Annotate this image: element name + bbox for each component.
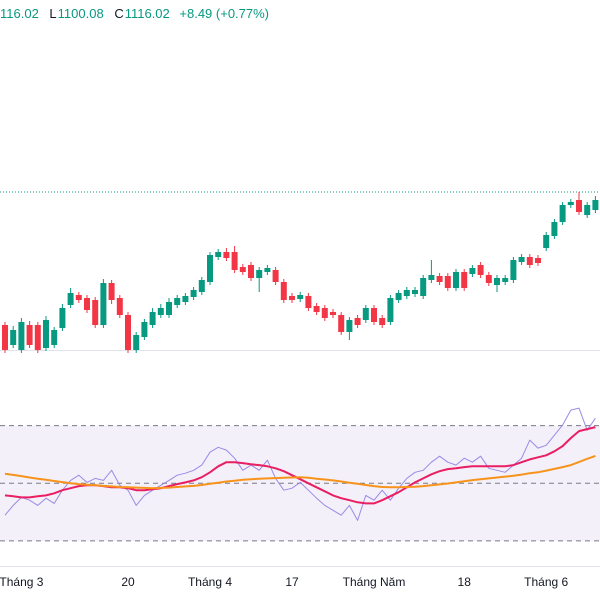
candle-body xyxy=(2,325,8,350)
candle-body xyxy=(174,298,181,305)
candle-body xyxy=(116,298,123,315)
candle-body xyxy=(248,265,254,278)
candle-body xyxy=(403,290,410,296)
candle-body xyxy=(67,293,74,305)
candle-body xyxy=(371,308,377,322)
candle-body xyxy=(264,268,271,272)
candle-body xyxy=(362,308,369,320)
x-tick-label: Tháng 3 xyxy=(0,575,44,589)
candle-body xyxy=(108,283,115,300)
candle-body xyxy=(182,296,189,302)
ohlc-legend: 116.02 L1100.08 C1116.02 +8.49 (+0.77%) xyxy=(0,6,270,21)
candle-body xyxy=(330,312,336,315)
candle-body xyxy=(485,275,492,283)
candle-body xyxy=(346,320,353,332)
candle-body xyxy=(10,330,17,345)
candle-body xyxy=(157,308,164,315)
candle-body xyxy=(395,293,402,300)
candle-body xyxy=(461,272,468,288)
x-tick-label: 20 xyxy=(121,575,135,589)
candle-body xyxy=(280,282,287,300)
candle-body xyxy=(92,300,99,325)
candle-body xyxy=(412,290,418,294)
candle-body xyxy=(518,257,525,262)
legend-change: +8.49 (+0.77%) xyxy=(179,6,270,21)
candle-body xyxy=(125,315,131,350)
candle-body xyxy=(379,318,386,325)
candle-body xyxy=(338,315,345,332)
candle-body xyxy=(526,257,533,265)
candle-body xyxy=(543,235,550,248)
candle-body xyxy=(477,265,484,275)
candle-body xyxy=(494,278,500,285)
candle-body xyxy=(387,298,394,322)
candle-body xyxy=(18,322,25,350)
x-tick-label: Tháng 6 xyxy=(524,575,568,589)
candle-body xyxy=(289,296,295,300)
candle-body xyxy=(510,260,517,280)
candle-body xyxy=(190,290,197,297)
candle-body xyxy=(305,296,312,308)
legend-label: L xyxy=(49,6,57,21)
candle-body xyxy=(43,320,49,348)
candle-body xyxy=(223,252,230,258)
candle-body xyxy=(272,270,279,282)
candle-body xyxy=(84,298,90,310)
candle-body xyxy=(231,252,238,270)
candle-body xyxy=(75,295,82,300)
candle-body xyxy=(34,325,41,350)
candle-body xyxy=(141,322,148,337)
candle-body xyxy=(584,205,591,215)
candle-body xyxy=(469,268,476,274)
x-tick-label: 18 xyxy=(458,575,472,589)
candle-body xyxy=(51,330,58,345)
candle-body xyxy=(354,318,361,325)
candle-body xyxy=(26,325,33,345)
legend-label: C xyxy=(114,6,124,21)
candle-body xyxy=(567,202,574,205)
candle-body xyxy=(207,255,213,282)
candle-body xyxy=(576,200,582,212)
indicator-line xyxy=(4,454,596,490)
x-tick-label: 17 xyxy=(285,575,299,589)
candle-body xyxy=(428,275,435,280)
candle-body xyxy=(321,308,328,318)
candle-body xyxy=(100,283,107,325)
candle-body xyxy=(535,258,541,263)
legend-value: 116.02 xyxy=(0,6,39,21)
candle-body xyxy=(297,295,304,299)
candle-body xyxy=(198,280,205,292)
x-tick-label: Tháng 4 xyxy=(188,575,232,589)
candle-body xyxy=(420,278,427,296)
legend-value: 1100.08 xyxy=(57,6,104,21)
candle-body xyxy=(436,276,443,282)
candle-body xyxy=(149,312,156,325)
candle-body xyxy=(559,205,566,222)
candle-body xyxy=(551,222,558,236)
candle-body xyxy=(592,200,599,210)
candle-body xyxy=(313,306,320,312)
candle-body xyxy=(239,267,246,272)
candle-body xyxy=(502,278,509,282)
legend-value: 1116.02 xyxy=(124,6,170,21)
candle-body xyxy=(166,302,172,315)
x-tick-label: Tháng Năm xyxy=(343,575,406,589)
candle-body xyxy=(215,252,222,257)
candle-body xyxy=(59,308,66,328)
candle-body xyxy=(453,272,459,288)
indicator-line xyxy=(4,407,596,521)
candle-body xyxy=(133,335,140,350)
candle-body xyxy=(256,270,263,278)
candle-body xyxy=(444,276,451,288)
